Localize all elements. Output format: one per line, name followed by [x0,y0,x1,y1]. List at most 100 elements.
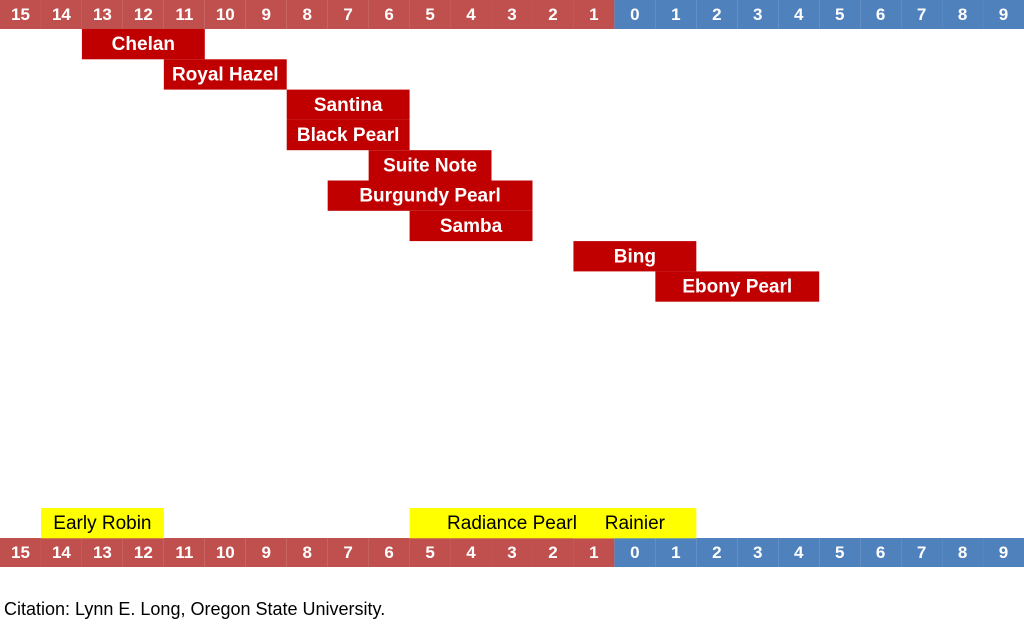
axis-cell [450,0,492,29]
x-tick-label: 11 [175,5,193,24]
variety-label: Ebony Pearl [682,277,792,298]
x-tick-label: 9 [999,543,1008,562]
x-tick-label: 8 [958,543,967,562]
axis-cell [40,538,82,567]
x-tick-label: 5 [425,5,434,24]
x-tick-label: 0 [630,5,639,24]
variety-label: Suite Note [383,155,477,176]
x-tick-label: 11 [175,543,193,562]
variety-label: Burgundy Pearl [359,186,500,207]
axis-cell [0,538,41,567]
x-tick-label: 2 [712,5,721,24]
x-tick-label: 8 [958,5,967,24]
axis-cell [245,0,287,29]
variety-bar [40,508,164,539]
axis-cell [901,0,943,29]
axis-cell [409,538,451,567]
x-tick-label: 4 [794,5,804,24]
variety-label: Bing [614,246,656,267]
x-tick-label: 7 [917,5,926,24]
axis-cell [368,538,410,567]
axis-cell [409,0,451,29]
x-tick-label: 8 [302,543,311,562]
axis-cell [737,0,779,29]
axis-cell [901,538,943,567]
axis-cell [655,538,697,567]
axis-cell [696,538,738,567]
x-tick-label: 5 [835,543,844,562]
x-tick-label: 10 [216,5,235,24]
x-tick-label: 3 [507,5,516,24]
x-tick-label: 12 [134,5,153,24]
axis-cell [942,538,984,567]
x-tick-label: 4 [794,543,804,562]
x-tick-label: 1 [671,543,680,562]
axis-cell [491,0,533,29]
x-tick-label: 5 [425,543,434,562]
citation: Citation: Lynn E. Long, Oregon State Uni… [4,599,385,619]
variety-label: Radiance Pearl [447,513,577,534]
axis-cell [81,0,123,29]
variety-bar [286,119,410,151]
x-tick-label: 15 [11,5,30,24]
x-tick-label: 0 [630,543,639,562]
x-tick-label: 6 [876,543,885,562]
x-tick-label: 6 [876,5,885,24]
axis-cell [204,538,246,567]
x-tick-label: 8 [302,5,311,24]
x-tick-label: 6 [384,5,393,24]
x-tick-label: 6 [384,543,393,562]
axis-cell [860,538,902,567]
axis-cell [204,0,246,29]
axis-cell [532,538,574,567]
variety-bar [286,89,410,120]
axis-cell [573,0,615,29]
axis-cell [327,538,369,567]
variety-label: Early Robin [53,513,151,534]
x-tick-label: 7 [917,543,926,562]
axis-cell [819,0,861,29]
axis-cell [778,538,820,567]
x-tick-label: 7 [343,543,352,562]
variety-bar [368,150,492,181]
x-tick-label: 4 [466,543,476,562]
axis-cell [0,0,41,29]
axis-cell [81,538,123,567]
x-tick-label: 2 [548,5,557,24]
axis-cell [245,538,287,567]
axis-cell [122,0,164,29]
axis-cell [163,0,205,29]
axis-cell [286,0,328,29]
axis-cell [163,538,205,567]
x-tick-label: 2 [712,543,721,562]
x-tick-label: 13 [93,543,112,562]
x-tick-label: 1 [589,543,598,562]
axis-cell [327,0,369,29]
x-tick-label: 7 [343,5,352,24]
variety-label: Chelan [112,34,175,55]
x-tick-label: 3 [753,543,762,562]
axis-cell [532,0,574,29]
axis-cell [491,538,533,567]
x-tick-label: 1 [671,5,680,24]
x-tick-label: 3 [507,543,516,562]
x-tick-label: 4 [466,5,476,24]
variety-bar [163,59,287,90]
variety-bar [655,271,820,302]
variety-label: Rainier [605,513,666,534]
axis-cell [942,0,984,29]
x-tick-label: 2 [548,543,557,562]
axis-cell [983,538,1024,567]
variety-label: Black Pearl [297,125,399,146]
axis-cell [983,0,1024,29]
axis-cell [40,0,82,29]
axis-cell [655,0,697,29]
axis-cell [614,0,656,29]
x-tick-label: 5 [835,5,844,24]
x-tick-label: 3 [753,5,762,24]
axis-cell [860,0,902,29]
axis-cell [819,538,861,567]
axis-cell [614,538,656,567]
x-tick-label: 13 [93,5,112,24]
